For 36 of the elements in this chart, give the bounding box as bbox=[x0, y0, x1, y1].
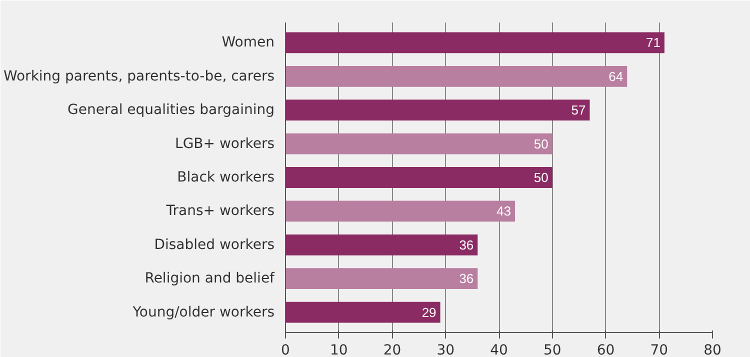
bar bbox=[286, 32, 664, 54]
bar bbox=[286, 66, 628, 87]
x-tick-label: 10 bbox=[330, 342, 348, 357]
x-tick-label: 0 bbox=[281, 342, 290, 357]
y-tick-label: Young/older workers bbox=[132, 304, 274, 320]
data-label: 50 bbox=[534, 170, 548, 185]
data-label: 29 bbox=[422, 304, 436, 320]
x-tick-label: 50 bbox=[543, 342, 562, 357]
y-tick-label: Disabled workers bbox=[154, 236, 274, 253]
y-tick-label: General equalities bargaining bbox=[68, 102, 275, 118]
y-tick-label: Working parents, parents-to-be, carers bbox=[3, 68, 275, 84]
data-label: 36 bbox=[459, 237, 474, 252]
bar bbox=[286, 234, 478, 256]
data-label: 43 bbox=[496, 204, 512, 219]
data-label: 71 bbox=[646, 35, 660, 50]
bar bbox=[286, 302, 440, 323]
bar bbox=[286, 100, 590, 121]
x-tick-label: 30 bbox=[436, 342, 455, 357]
data-label: 50 bbox=[534, 136, 548, 152]
x-tick-label: 70 bbox=[650, 342, 668, 357]
bar bbox=[286, 268, 478, 290]
y-tick-label: Women bbox=[222, 34, 275, 51]
x-tick-label: 60 bbox=[596, 342, 615, 357]
bar bbox=[286, 133, 552, 154]
bar bbox=[286, 200, 516, 222]
data-label: 36 bbox=[459, 271, 474, 286]
x-tick-label: 40 bbox=[490, 342, 508, 357]
x-tick-label: 80 bbox=[704, 342, 722, 357]
y-tick-label: Black workers bbox=[177, 170, 275, 186]
x-tick-label: 20 bbox=[383, 342, 402, 357]
data-label: 64 bbox=[608, 68, 624, 84]
y-tick-label: Trans+ workers bbox=[165, 203, 275, 220]
bar bbox=[286, 167, 552, 188]
y-tick-label: LGB+ workers bbox=[175, 136, 275, 152]
y-tick-label: Religion and belief bbox=[144, 270, 276, 287]
data-label: 57 bbox=[571, 102, 586, 118]
